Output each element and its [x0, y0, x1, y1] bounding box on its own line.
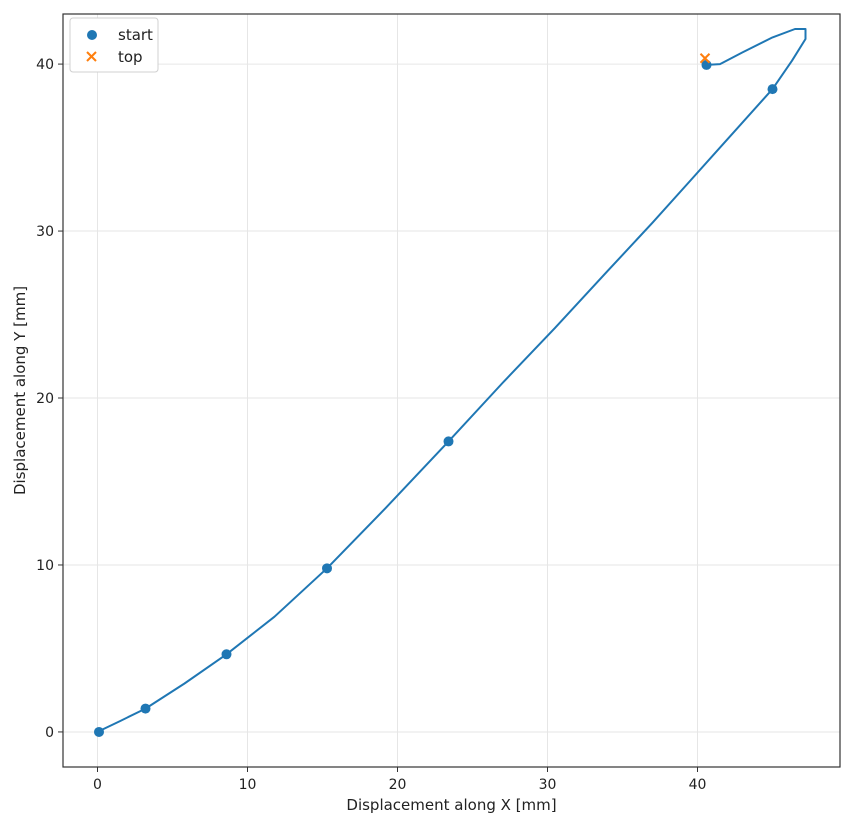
start-point [767, 84, 778, 95]
y-tick-label: 30 [36, 224, 54, 240]
y-tick-label: 10 [36, 558, 54, 574]
legend-top-marker [86, 51, 97, 62]
grid [63, 14, 840, 767]
start-point [221, 649, 232, 660]
x-tick-label: 10 [239, 777, 257, 793]
trajectory-line [97, 28, 807, 733]
start-point [140, 703, 151, 714]
axes-frame [62, 13, 841, 768]
top-point [699, 53, 711, 64]
legend-top-label: top [118, 48, 143, 66]
x-tick-label: 40 [689, 777, 707, 793]
legend: start top [69, 17, 159, 73]
axis-ticks: 0 10 20 30 40 0 10 20 30 40 [36, 57, 706, 793]
start-point [322, 563, 332, 574]
x-tick-label: 20 [389, 777, 407, 793]
y-axis-label: Displacement along Y [mm] [11, 286, 29, 495]
x-axis-label: Displacement along X [mm] [346, 796, 556, 814]
x-tick-label: 0 [93, 777, 102, 793]
y-tick-label: 0 [45, 725, 54, 741]
start-point [94, 726, 104, 737]
legend-start-label: start [118, 26, 153, 44]
y-tick-label: 40 [36, 57, 54, 73]
start-point [443, 436, 454, 447]
plot-area [94, 28, 807, 737]
x-tick-label: 30 [539, 777, 557, 793]
y-tick-label: 20 [36, 391, 54, 407]
legend-start-marker [87, 30, 97, 40]
